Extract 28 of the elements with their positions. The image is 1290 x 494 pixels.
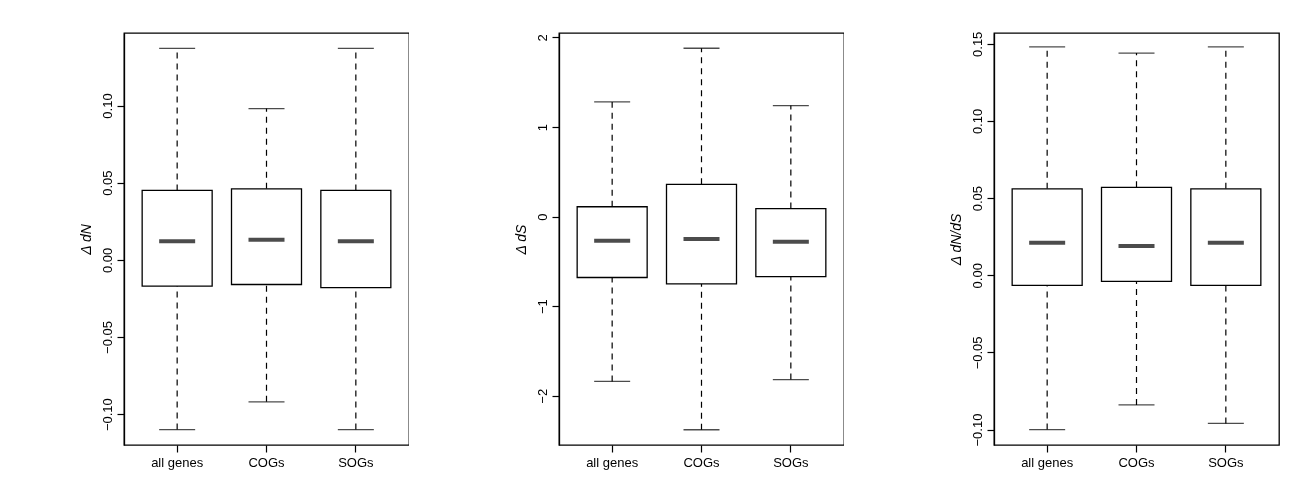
x-tick-label: COGs [248, 454, 286, 470]
y-tick-label: −0.05 [99, 321, 115, 354]
x-tick-label: all genes [151, 454, 204, 470]
x-tick-label: COGs [683, 454, 721, 470]
y-tick-label: 0.00 [99, 247, 115, 273]
y-tick-label: 0.00 [969, 263, 985, 289]
y-tick-label: 0.10 [969, 108, 985, 135]
y-tick-label: 2 [534, 34, 550, 42]
y-tick-label: −2 [534, 388, 550, 404]
y-tick-label: −0.05 [969, 336, 985, 370]
x-tick-label: SOGs [773, 454, 810, 470]
y-axis-title: Δ dN/dS [947, 213, 964, 267]
y-tick-label: 0.10 [99, 93, 115, 119]
y-tick-label: 0.05 [969, 185, 985, 212]
y-tick-label: −1 [534, 299, 550, 315]
y-tick-label: −0.10 [99, 398, 115, 432]
y-tick-label: 1 [534, 123, 550, 132]
x-tick-label: all genes [1021, 454, 1074, 470]
y-tick-label: 0.15 [969, 31, 985, 57]
y-tick-label: 0.05 [99, 170, 115, 196]
x-tick-label: all genes [586, 454, 639, 470]
x-tick-label: SOGs [338, 454, 375, 470]
y-axis-title: Δ dS [512, 223, 529, 256]
x-tick-label: SOGs [1208, 454, 1245, 470]
x-tick-label: COGs [1118, 454, 1156, 470]
y-tick-label: −0.10 [969, 413, 985, 447]
y-tick-label: 0 [534, 213, 550, 221]
y-axis-title: Δ dN [77, 223, 94, 256]
